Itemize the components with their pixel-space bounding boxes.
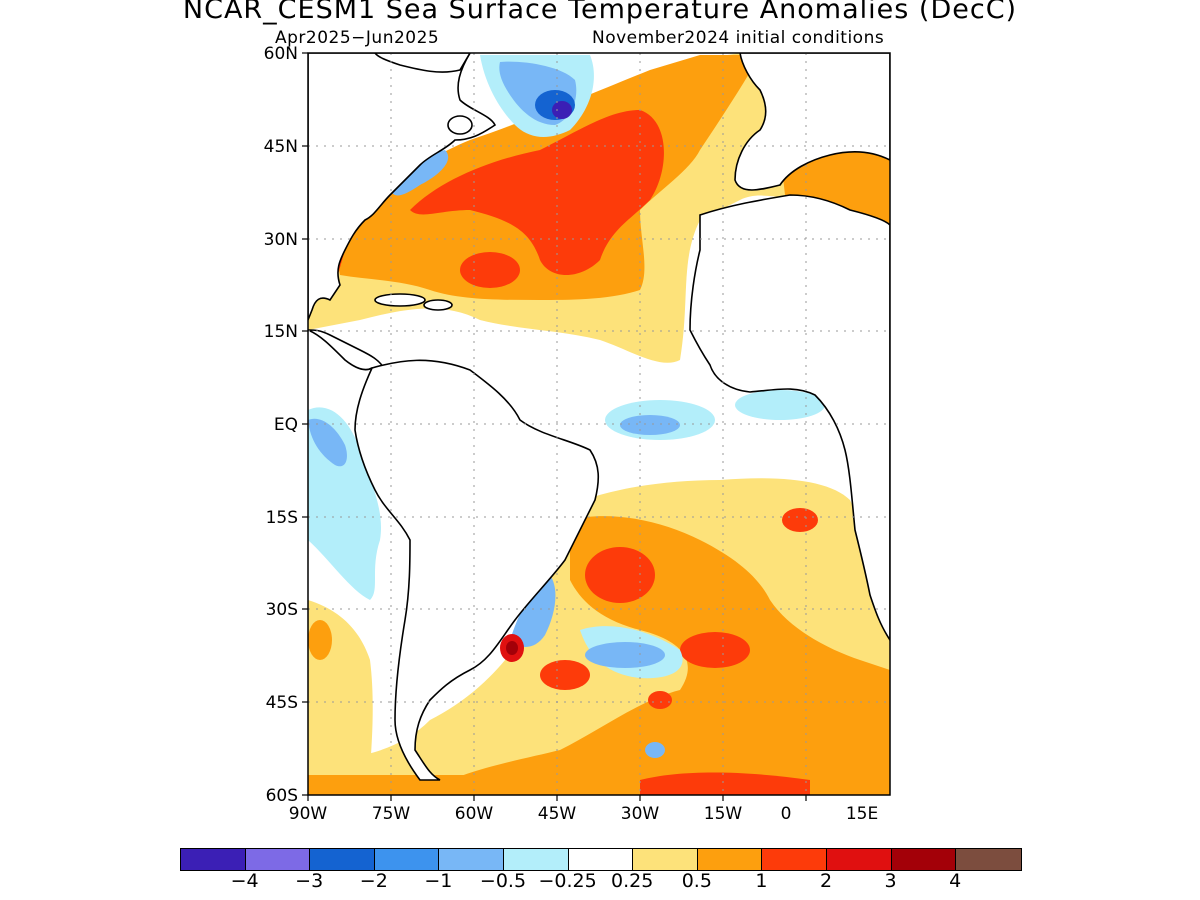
colorbar-label: 3 [884, 870, 897, 892]
colorbar-label: 2 [819, 870, 833, 892]
colorbar [180, 848, 1022, 871]
lat-label-30s: 30S [265, 600, 298, 620]
red-anomaly-north-atlantic [410, 110, 664, 275]
lon-label-90w: 90W [288, 804, 328, 824]
newfoundland-island [447, 115, 473, 135]
axis-ticks [302, 52, 807, 801]
colorbar-swatch [245, 849, 311, 870]
colorbar-swatch [633, 849, 698, 870]
colorbar-label: −2 [359, 870, 388, 892]
lon-label-30w: 30W [620, 804, 660, 824]
coastlines [308, 53, 890, 781]
red-anomaly-south-atlantic [585, 547, 655, 603]
lon-label-45w: 45W [537, 804, 577, 824]
red-anomaly-central [460, 252, 520, 288]
colorbar-swatch [503, 849, 569, 870]
warm-anomaly-europe [780, 150, 890, 230]
lon-label-0: 0 [780, 804, 792, 824]
lat-label-45n: 45N [263, 137, 298, 157]
cuba-island [374, 293, 426, 307]
lat-label-15s: 15S [265, 508, 298, 528]
colorbar-swatch [568, 849, 634, 870]
colorbar-label: −0.25 [538, 870, 597, 892]
colorbar-swatch [439, 849, 504, 870]
colorbar-swatch [374, 849, 440, 870]
colorbar-swatch [310, 849, 375, 870]
colorbar-swatch [181, 849, 246, 870]
colorbar-label: −4 [230, 870, 259, 892]
colorbar-swatch [826, 849, 892, 870]
colorbar-swatch [697, 849, 763, 870]
colorbar-label: 4 [949, 870, 962, 892]
africa [689, 194, 890, 642]
colorbar-swatch [956, 849, 1021, 870]
colorbar-label: −0.5 [479, 870, 527, 892]
colorbar-label: 1 [755, 870, 768, 892]
lat-label-eq: EQ [273, 415, 298, 435]
season-label: Apr2025−Jun2025 [275, 28, 440, 48]
hispaniola-island [423, 299, 453, 311]
colorbar-label: −3 [295, 870, 324, 892]
orange-anomaly-south-atlantic [420, 516, 890, 795]
lon-label-75w: 75W [371, 804, 411, 824]
cold-anomaly-us-coast [390, 150, 449, 196]
colorbar-label: 0.25 [611, 870, 654, 892]
lat-label-60s: 60S [265, 786, 298, 806]
lon-label-60w: 60W [454, 804, 494, 824]
colorbar-swatch [891, 849, 957, 870]
init-label: November2024 initial conditions [592, 28, 885, 48]
colorbar-label: −1 [424, 870, 453, 892]
colorbar-label: 0.5 [681, 870, 712, 892]
europe [734, 53, 890, 191]
lon-label-15e: 15E [845, 804, 879, 824]
graticule [308, 53, 890, 795]
south-america [354, 359, 600, 781]
north-america [308, 53, 497, 321]
lat-label-15n: 15N [263, 322, 298, 342]
greenland-bit [373, 53, 471, 73]
lat-label-30n: 30N [263, 230, 298, 250]
colorbar-swatch [762, 849, 827, 870]
lat-label-60n: 60N [263, 44, 298, 64]
lat-label-45s: 45S [265, 693, 298, 713]
lon-label-15w: 15W [703, 804, 743, 824]
central-america [308, 329, 387, 372]
map-title: NCAR_CESM1 Sea Surface Temperature Anoma… [182, 0, 1018, 25]
